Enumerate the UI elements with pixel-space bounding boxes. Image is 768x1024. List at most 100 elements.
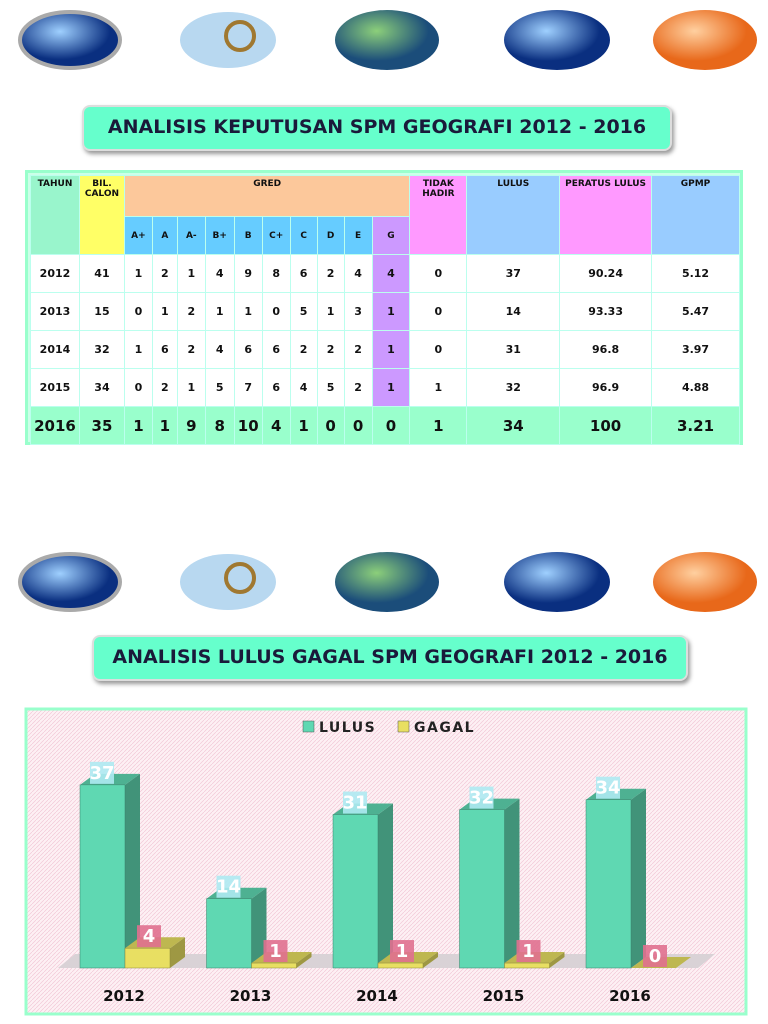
table-cell: 8 [204,406,235,445]
table-cell: 31 [466,330,561,369]
table-cell: 1 [151,406,178,445]
bar-front [504,962,550,969]
table-cell: 0 [123,292,153,331]
data-label: 1 [396,941,409,962]
table-cell: 1 [176,368,206,407]
table-cell: 0 [371,406,411,445]
table-cell: 2016 [30,406,80,445]
table-cell: 6 [261,330,291,369]
grade-header: D [316,216,345,255]
table-cell: 2 [151,368,178,407]
table-cell: 4 [343,254,373,293]
table-cell: 1 [289,406,318,445]
bar-side [251,887,267,968]
table-cell: 3.97 [651,330,740,369]
table-cell: 1 [371,330,411,369]
table-cell: 1 [123,406,153,445]
grade-header: A- [176,216,206,255]
x-tick-label: 2013 [230,987,272,1005]
table-cell: 5.47 [651,292,740,331]
bar-front [79,784,126,969]
legend-swatch [302,720,315,733]
table-cell: 0 [261,292,291,331]
table-cell: 93.33 [559,292,653,331]
bar-front [585,799,632,969]
data-label: 34 [595,778,620,799]
table-cell: 4 [204,254,235,293]
bar [459,798,520,969]
bar-side [296,952,312,968]
table-cell: 10 [233,406,263,445]
table-cell: 34 [466,406,561,445]
table-cell: 1 [123,330,153,369]
bar [206,887,267,969]
table-cell: 5 [204,368,235,407]
bar-side [378,803,393,968]
table-cell: 1 [233,292,263,331]
table-cell: 35 [78,406,125,445]
table-cell: 1 [176,254,206,293]
bar-side [423,952,438,968]
table-cell: 1 [123,254,153,293]
globe-row [18,10,757,70]
bar-front [251,962,297,969]
bar-side [504,798,520,968]
legend-label: LULUS [319,720,376,736]
table-cell: 15 [78,292,125,331]
table-cell: 14 [466,292,561,331]
table-cell: 5 [289,292,318,331]
table-cell: 0 [316,406,345,445]
table-cell: 4 [371,254,411,293]
table-cell: 37 [466,254,561,293]
table-cell: 1 [316,292,345,331]
table-cell: 2 [151,254,178,293]
grade-header: B+ [204,216,235,255]
table-cell: 3.21 [651,406,740,445]
table-cell: 2 [316,330,345,369]
table-cell: 41 [78,254,125,293]
table-cell: 2 [343,330,373,369]
table-cell: 2 [289,330,318,369]
bar-front [124,947,171,969]
table-cell: 34 [78,368,125,407]
table-cell: 4 [261,406,291,445]
data-label-box [390,940,414,963]
table-cell: 6 [151,330,178,369]
table-cell: 6 [233,330,263,369]
x-tick-label: 2016 [609,987,651,1005]
table-cell: 1 [409,368,468,407]
data-label-box [469,786,494,809]
column-header: GPMP [651,175,740,255]
bar-side [549,952,565,968]
bar-side [170,937,185,968]
data-label-box [596,776,620,799]
column-header: PERATUS LULUS [559,175,653,255]
table-cell: 9 [176,406,206,445]
x-tick-label: 2012 [103,987,145,1005]
grade-header: A [151,216,178,255]
data-label: 31 [342,793,367,814]
bar-front [377,962,424,969]
result-table: TAHUN BIL. CALON GRED TIDAK HADIR LULUS PERAT… [30,175,740,445]
table-cell: 0 [343,406,373,445]
bar [332,803,393,969]
table-cell: 2 [316,254,345,293]
table-cell: 2 [343,368,373,407]
table-cell: 3 [343,292,373,331]
x-tick-label: 2014 [356,987,398,1005]
chart-title: ANALISIS LULUS GAGAL SPM GEOGRAFI 2012 -… [92,635,688,681]
table-cell: 0 [409,292,468,331]
bar-front [459,809,505,969]
table-cell: 5.12 [651,254,740,293]
bar-front [206,898,252,969]
table-cell: 5 [316,368,345,407]
table-cell: 4 [204,330,235,369]
table-cell: 6 [289,254,318,293]
bar-side [125,773,140,968]
bar [79,773,140,969]
table-cell: 0 [409,254,468,293]
table-cell: 32 [466,368,561,407]
table-cell: 96.8 [559,330,653,369]
table-cell: 2 [176,292,206,331]
